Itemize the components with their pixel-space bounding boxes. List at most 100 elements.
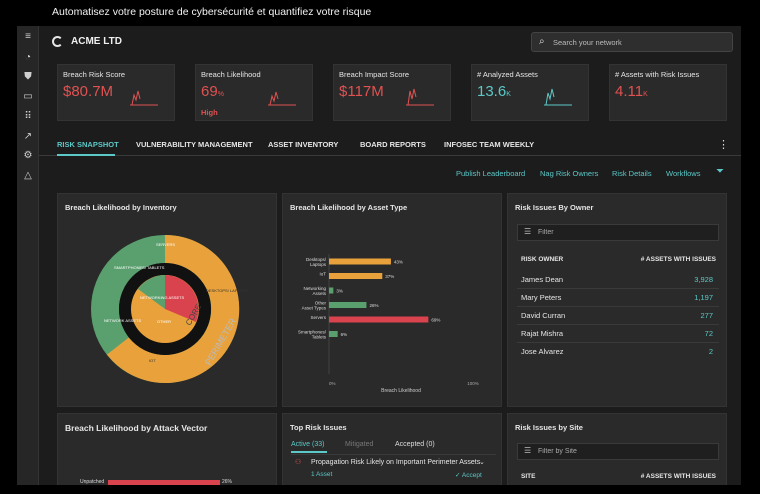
owner-value[interactable]: 72 — [704, 329, 713, 338]
owner-value[interactable]: 2 — [708, 347, 713, 356]
risk-item-assets[interactable]: 1 Asset — [311, 471, 333, 478]
active-tab-indicator — [57, 154, 115, 156]
table-row[interactable]: Jose Alvarez 2 — [517, 343, 719, 361]
outer-label-servers: SERVERS — [156, 242, 175, 247]
nag-risk-owners-link[interactable]: Nag Risk Owners — [540, 169, 599, 178]
risk-tab-indicator — [291, 451, 327, 453]
table-row[interactable]: Mary Peters 1,197 — [517, 289, 719, 307]
panel-title: Top Risk Issues — [290, 423, 347, 432]
tab-infosec-team-weekly[interactable]: INFOSEC TEAM WEEKLY — [444, 140, 535, 149]
category-label: Servers — [310, 315, 326, 320]
tab-board-reports[interactable]: BOARD REPORTS — [360, 140, 426, 149]
warning-icon[interactable]: △ — [24, 170, 32, 181]
workflows-link[interactable]: Workflows — [666, 169, 701, 178]
outer-label-desktops: DESKTOPS/ LAPTOPS — [206, 288, 249, 293]
bar — [329, 258, 391, 265]
kpi-label: Breach Risk Score — [63, 70, 126, 79]
search-input[interactable] — [553, 33, 728, 51]
more-options-icon[interactable]: ⋮ — [718, 139, 729, 151]
bar-value-label: 6% — [341, 332, 348, 337]
attack-bar — [108, 480, 220, 485]
core-ring — [119, 263, 211, 355]
category-label: Other Asset Types — [302, 301, 327, 311]
company-logo-icon — [52, 36, 63, 47]
filter-icon: ☰ — [524, 446, 532, 455]
propagation-icon: ⚇ — [295, 459, 302, 466]
table-row[interactable]: Rajat Mishra 72 — [517, 325, 719, 343]
search-box[interactable]: ⌕ — [531, 32, 733, 52]
kpi-assets-with-risk-issues[interactable]: # Assets with Risk Issues 4.11K — [609, 64, 727, 121]
site-filter[interactable]: ☰ — [517, 443, 719, 460]
col-site[interactable]: SITE — [521, 473, 536, 480]
attack-vector-panel: Breach Likelihood by Attack Vector Unpat… — [57, 413, 277, 485]
col-assets-with-issues[interactable]: # ASSETS WITH ISSUES — [640, 473, 716, 480]
left-rail: ≡ ◔ ⛊ ▭ ⠿ ↗ ⚙ △ — [17, 26, 39, 485]
owner-value[interactable]: 1,197 — [694, 293, 713, 302]
bar — [329, 273, 383, 279]
kpi-breach-likelihood[interactable]: Breach Likelihood 69% High — [195, 64, 313, 121]
kpi-value: $117M — [339, 83, 384, 100]
search-icon: ⌕ — [539, 36, 545, 47]
kpi-label: # Assets with Risk Issues — [615, 70, 700, 79]
owner-name: James Dean — [521, 275, 564, 284]
kpi-breach-risk-score[interactable]: Breach Risk Score $80.7M — [57, 64, 175, 121]
bar-value-label: 26% — [369, 303, 378, 308]
tab-vulnerability-management[interactable]: VULNERABILITY MANAGEMENT — [136, 140, 253, 149]
tab-risk-snapshot[interactable]: RISK SNAPSHOT — [57, 140, 119, 149]
gear-icon[interactable]: ⚙ — [23, 150, 33, 161]
inner-slice-green — [138, 275, 165, 309]
trend-icon[interactable]: ↗ — [23, 131, 33, 142]
category-label: IoT — [319, 272, 326, 277]
bar-value-label: 43% — [394, 260, 403, 265]
bar — [329, 302, 367, 308]
asset-type-panel: Breach Likelihood by Asset Type Desktops… — [282, 193, 502, 407]
bar-value-label: 37% — [385, 274, 394, 279]
asset-type-chart: Desktops/Laptops 43% IoT 37% Networking Asset… — [298, 254, 479, 394]
inner-label-networking: NETWORKING ASSETS — [140, 295, 185, 300]
kpi-value: 4.11K — [615, 83, 648, 100]
owner-value[interactable]: 3,928 — [694, 275, 713, 284]
owner-name: David Curran — [521, 311, 566, 320]
site-filter-input[interactable] — [538, 444, 708, 459]
tab-accepted[interactable]: Accepted (0) — [395, 441, 435, 448]
logo-icon[interactable]: ◔ — [24, 52, 32, 63]
tab-active[interactable]: Active (33) — [291, 441, 325, 448]
kpi-sub: High — [201, 108, 218, 117]
sparkline-icon — [544, 88, 572, 106]
publish-leaderboard-link[interactable]: Publish Leaderboard — [456, 169, 526, 178]
accept-button[interactable]: ✓ Accept — [455, 472, 482, 479]
risk-item-title[interactable]: Propagation Risk Likely on Important Per… — [311, 459, 481, 466]
table-row[interactable]: David Curran 277 — [517, 307, 719, 325]
owner-filter-input[interactable] — [538, 225, 708, 240]
shield-icon[interactable]: ⛊ — [24, 71, 32, 82]
panel-title: Breach Likelihood by Attack Vector — [65, 423, 208, 433]
grid-icon[interactable]: ⠿ — [24, 111, 32, 122]
kpi-breach-impact-score[interactable]: Breach Impact Score $117M — [333, 64, 451, 121]
kpi-analyzed-assets[interactable]: # Analyzed Assets 13.6K — [471, 64, 589, 121]
owner-name: Jose Alvarez — [521, 347, 564, 356]
bar-value-label: 69% — [431, 318, 440, 323]
chevron-down-icon[interactable]: ⌄ — [479, 459, 485, 466]
sparkline-icon — [406, 88, 434, 106]
outer-label-network: NETWORK ASSETS — [104, 318, 141, 323]
devices-icon[interactable]: ▭ — [23, 91, 33, 102]
outer-label-smartphones: SMARTPHONES/ TABLETS — [114, 265, 165, 270]
risk-details-link[interactable]: Risk Details — [612, 169, 652, 178]
bar — [329, 331, 338, 337]
inventory-panel: Breach Likelihood by Inventory NETWORKIN… — [57, 193, 277, 407]
category-label: Networking Assets — [303, 286, 326, 296]
filter-icon[interactable]: ⏷ — [716, 166, 724, 177]
table-row[interactable]: James Dean 3,928 — [517, 271, 719, 289]
menu-icon[interactable]: ≡ — [25, 31, 31, 42]
col-risk-owner[interactable]: RISK OWNER — [521, 256, 564, 263]
panel-title: Risk Issues By Owner — [515, 203, 594, 212]
kpi-value: 13.6K — [477, 83, 511, 100]
bar-value-label: 3% — [336, 289, 343, 294]
owner-value[interactable]: 277 — [700, 311, 713, 320]
tab-mitigated[interactable]: Mitigated — [345, 441, 374, 448]
tab-asset-inventory[interactable]: ASSET INVENTORY — [268, 140, 339, 149]
sparkline-icon — [130, 90, 158, 106]
category-label: Smartphones/Tablets — [298, 330, 327, 340]
owner-filter[interactable]: ☰ — [517, 224, 719, 241]
col-assets-with-issues[interactable]: # ASSETS WITH ISSUES — [640, 256, 716, 263]
